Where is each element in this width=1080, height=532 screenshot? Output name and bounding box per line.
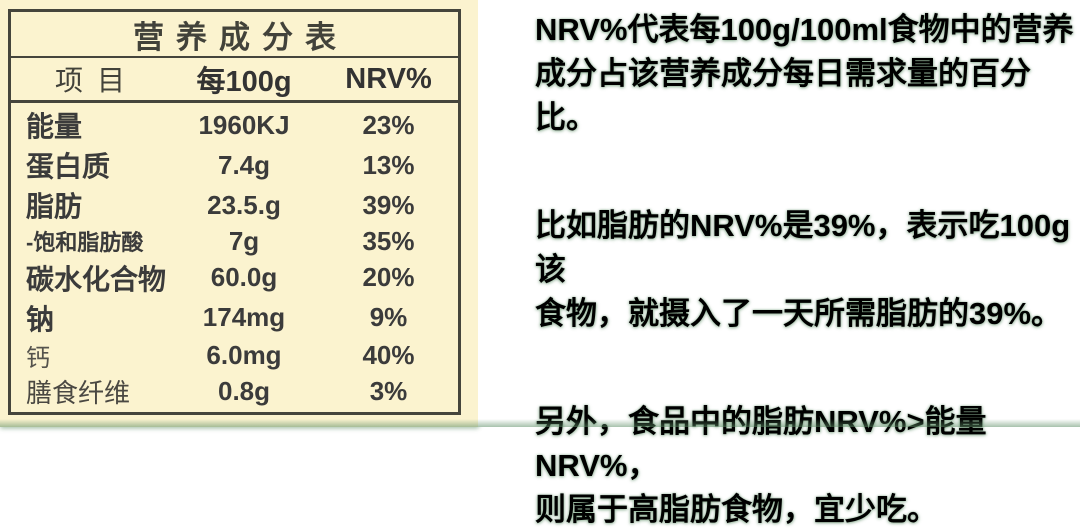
table-row-dietary-fiber: 膳食纤维 0.8g 3% xyxy=(11,373,458,410)
row-nrv: 40% xyxy=(362,339,415,370)
row-label: 碳水化合物 xyxy=(26,263,167,295)
row-nrv: 13% xyxy=(362,149,415,180)
table-row-calcium: 钙 6.0mg 40% xyxy=(11,338,458,373)
column-header-item: 项目 xyxy=(54,66,139,97)
table-row-protein: 蛋白质 7.4g 13% xyxy=(11,145,458,185)
row-label: -饱和脂肪酸 xyxy=(26,230,144,256)
column-header-per100g: 每100g xyxy=(196,66,292,98)
row-nrv: 3% xyxy=(369,375,408,406)
row-value: 6.0mg xyxy=(206,339,282,370)
row-value: 60.0g xyxy=(210,262,278,293)
row-label: 钠 xyxy=(26,303,55,335)
row-value: 1960KJ xyxy=(198,109,290,140)
table-row-saturated-fat: -饱和脂肪酸 7g 35% xyxy=(11,225,458,257)
nrv-definition-paragraph: NRV%代表每100g/100ml食物中的营养 成分占该营养成分每日需求量的百分… xyxy=(535,12,1074,135)
nrv-explanation-panel: NRV%代表每100g/100ml食物中的营养 成分占该营养成分每日需求量的百分… xyxy=(478,0,1080,527)
nrv-advice-paragraph: 另外，食品中的脂肪NRV%>能量NRV%， 则属于高脂肪食物，宜少吃。 xyxy=(535,404,987,527)
row-value: 7.4g xyxy=(217,149,271,180)
row-value: 7g xyxy=(228,225,260,256)
row-nrv: 23% xyxy=(362,109,415,140)
row-label: 膳食纤维 xyxy=(26,377,131,408)
nutrition-label-image: 营养成分表 项目 每100g NRV% 能量 1960KJ 23% 蛋白质 7.… xyxy=(0,0,478,427)
table-row-sodium: 钠 174mg 9% xyxy=(11,298,458,338)
table-row-fat: 脂肪 23.5.g 39% xyxy=(11,185,458,225)
row-label: 能量 xyxy=(26,111,83,143)
row-nrv: 9% xyxy=(369,302,408,333)
row-nrv: 39% xyxy=(362,189,415,220)
row-value: 23.5.g xyxy=(207,189,281,220)
table-row-carbohydrate: 碳水化合物 60.0g 20% xyxy=(11,258,458,298)
column-header-nrv: NRV% xyxy=(345,62,432,95)
row-value: 0.8g xyxy=(217,375,271,406)
row-value: 174mg xyxy=(202,302,286,333)
row-label: 脂肪 xyxy=(26,191,83,223)
nutrition-table-body: 能量 1960KJ 23% 蛋白质 7.4g 13% 脂肪 23.5.g 39%… xyxy=(11,103,458,412)
row-label: 钙 xyxy=(26,344,50,372)
table-row-energy: 能量 1960KJ 23% xyxy=(11,105,458,145)
nrv-example-paragraph: 比如脂肪的NRV%是39%，表示吃100g该 食物，就摄入了一天所需脂肪的39%… xyxy=(535,208,1071,331)
nutrition-table-header: 项目 每100g NRV% xyxy=(11,58,458,103)
nutrition-table: 营养成分表 项目 每100g NRV% 能量 1960KJ 23% 蛋白质 7.… xyxy=(8,9,461,415)
row-nrv: 20% xyxy=(362,262,415,293)
row-nrv: 35% xyxy=(362,225,415,256)
row-label: 蛋白质 xyxy=(26,151,111,183)
nutrition-table-title: 营养成分表 xyxy=(11,12,458,58)
